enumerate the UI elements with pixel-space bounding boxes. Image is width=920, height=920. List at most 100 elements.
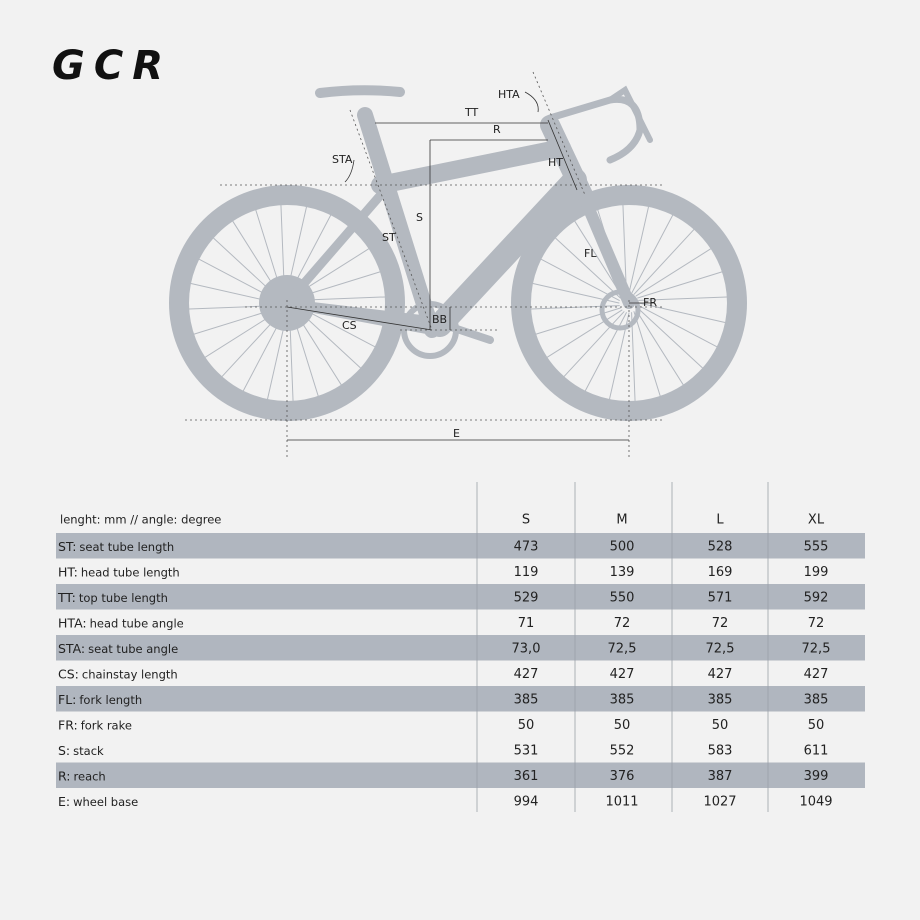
cell-value: 529 — [514, 590, 539, 605]
cell-value: 72 — [614, 616, 631, 631]
dim-label: ST — [382, 231, 396, 244]
row-label: ST: seat tube length — [58, 538, 174, 553]
cell-value: 50 — [518, 718, 535, 733]
row-description: chainstay length — [82, 667, 178, 681]
dim-label: HTA — [498, 88, 520, 101]
dim-label: E — [453, 427, 460, 440]
row-code: E: — [58, 793, 70, 808]
cell-value: 72 — [808, 616, 825, 631]
seatstay — [282, 185, 390, 308]
spoke — [631, 214, 674, 294]
spoke — [633, 311, 661, 397]
row-code: S: — [58, 742, 70, 757]
column-header: L — [716, 513, 724, 528]
dim-label: FR — [643, 296, 657, 309]
top-tube — [371, 139, 571, 194]
dim-label: R — [493, 123, 501, 136]
row-code: R: — [58, 768, 71, 783]
row-band — [56, 686, 865, 712]
row-label: S: stack — [58, 742, 104, 757]
head-tube — [540, 115, 593, 205]
spoke — [535, 307, 621, 335]
row-code: STA: — [58, 640, 85, 655]
cell-value: 994 — [514, 794, 539, 809]
row-description: fork rake — [81, 718, 132, 732]
row-label: R: reach — [58, 768, 106, 783]
row-code: TT: — [57, 589, 76, 604]
cell-value: 427 — [610, 667, 635, 682]
row-description: top tube length — [79, 590, 168, 604]
cell-value: 399 — [804, 769, 829, 784]
cell-value: 387 — [708, 769, 733, 784]
cell-value: 500 — [610, 539, 635, 554]
handlebar — [546, 95, 644, 164]
row-code: HTA: — [58, 615, 87, 630]
saddle — [315, 85, 405, 98]
row-code: FL: — [58, 691, 76, 706]
cell-value: 50 — [808, 718, 825, 733]
row-description: wheel base — [73, 794, 138, 808]
spoke — [631, 312, 636, 402]
spoke — [563, 311, 625, 377]
cell-value: 385 — [708, 692, 733, 707]
cell-value: 555 — [804, 539, 829, 554]
cell-value: 199 — [804, 565, 829, 580]
cell-value: 72,5 — [706, 641, 735, 656]
cell-value: 550 — [610, 590, 635, 605]
spoke — [628, 206, 649, 294]
cell-value: 473 — [514, 539, 539, 554]
cell-value: 73,0 — [512, 641, 541, 656]
cell-value: 71 — [518, 616, 535, 631]
row-description: head tube length — [81, 565, 180, 579]
row-label: E: wheel base — [58, 793, 138, 808]
cell-value: 592 — [804, 590, 829, 605]
row-description: fork length — [79, 692, 142, 706]
spoke — [638, 302, 726, 323]
angle-arrows — [344, 91, 539, 183]
cell-value: 583 — [708, 743, 733, 758]
seat-tube — [357, 107, 440, 338]
row-band — [56, 635, 865, 661]
dim-label: TT — [464, 106, 479, 119]
cell-value: 427 — [804, 667, 829, 682]
cell-value: 385 — [514, 692, 539, 707]
cell-value: 611 — [804, 743, 829, 758]
dim-label: S — [416, 211, 423, 224]
cell-value: 531 — [514, 743, 539, 758]
cell-value: 72,5 — [802, 641, 831, 656]
row-description: head tube angle — [90, 616, 184, 630]
measure-lines — [286, 119, 655, 441]
cell-value: 361 — [514, 769, 539, 784]
cell-value: 427 — [514, 667, 539, 682]
cell-value: 50 — [614, 718, 631, 733]
fork — [577, 189, 635, 309]
row-label: STA: seat tube angle — [58, 640, 178, 655]
row-label: CS: chainstay length — [58, 666, 178, 681]
dim-label: BB — [432, 313, 447, 326]
column-header: M — [616, 513, 627, 528]
cell-value: 169 — [708, 565, 733, 580]
cell-value: 50 — [712, 718, 729, 733]
spoke — [540, 258, 620, 301]
row-description: reach — [74, 769, 106, 783]
dimension-lines — [185, 71, 665, 458]
row-code: CS: — [58, 666, 79, 681]
row-label: HT: head tube length — [58, 564, 180, 579]
row-label: FR: fork rake — [58, 717, 132, 732]
row-code: HT: — [58, 564, 78, 579]
spoke — [574, 220, 623, 297]
dim-label: CS — [342, 319, 357, 332]
down-tube — [428, 168, 587, 337]
column-header: XL — [808, 513, 825, 528]
spoke — [637, 307, 703, 369]
cell-value: 119 — [514, 565, 539, 580]
cell-value: 1049 — [799, 794, 832, 809]
spoke — [555, 237, 621, 299]
cell-value: 72 — [712, 616, 729, 631]
cell-value: 1027 — [703, 794, 736, 809]
spoke — [546, 309, 623, 358]
cell-value: 385 — [610, 692, 635, 707]
cell-value: 1011 — [605, 794, 638, 809]
row-code: FR: — [58, 717, 78, 732]
